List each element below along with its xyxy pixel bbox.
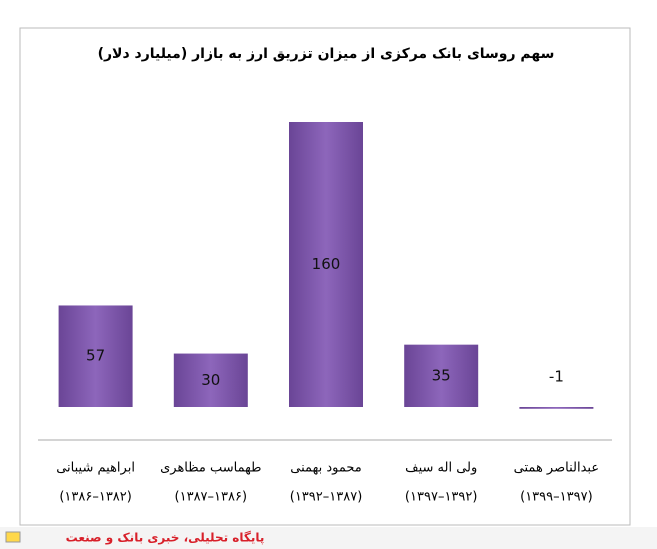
data-label: 30 [201, 371, 220, 389]
x-tick-period: (۱۳۸۶–۱۳۸۷) [175, 490, 248, 505]
data-label: 160 [312, 255, 341, 273]
x-tick-label: ولی اله سیف [405, 461, 477, 476]
x-tick-period: (۱۳۹۷–۱۳۹۹) [520, 490, 593, 505]
footer-icon [5, 531, 21, 543]
footer-bar [0, 527, 657, 549]
bar [173, 353, 248, 407]
x-tick-period: (۱۳۹۲–۱۳۹۷) [405, 490, 478, 505]
x-tick-period: (۱۳۸۷–۱۳۹۲) [290, 490, 363, 505]
bar [404, 344, 479, 407]
data-label: 35 [432, 366, 451, 384]
x-tick-label: ابراهیم شیبانی [56, 461, 135, 476]
data-label: 57 [86, 347, 105, 365]
footer-source: پایگاه تحلیلی، خبری بانک و صنعت [66, 531, 265, 546]
chart-title: سهم روسای بانک مرکزی از میزان تزریق ارز … [98, 46, 555, 62]
x-tick-label: طهماسب مظاهری [160, 461, 261, 476]
bar [58, 305, 133, 407]
x-tick-period: (۱۳۸۲–۱۳۸۶) [59, 490, 132, 505]
bar [289, 122, 363, 407]
x-tick-label: محمود بهمنی [290, 461, 361, 476]
x-tick-label: عبدالناصر همتی [514, 461, 599, 476]
data-label: -1 [549, 368, 564, 386]
bar [519, 407, 594, 409]
